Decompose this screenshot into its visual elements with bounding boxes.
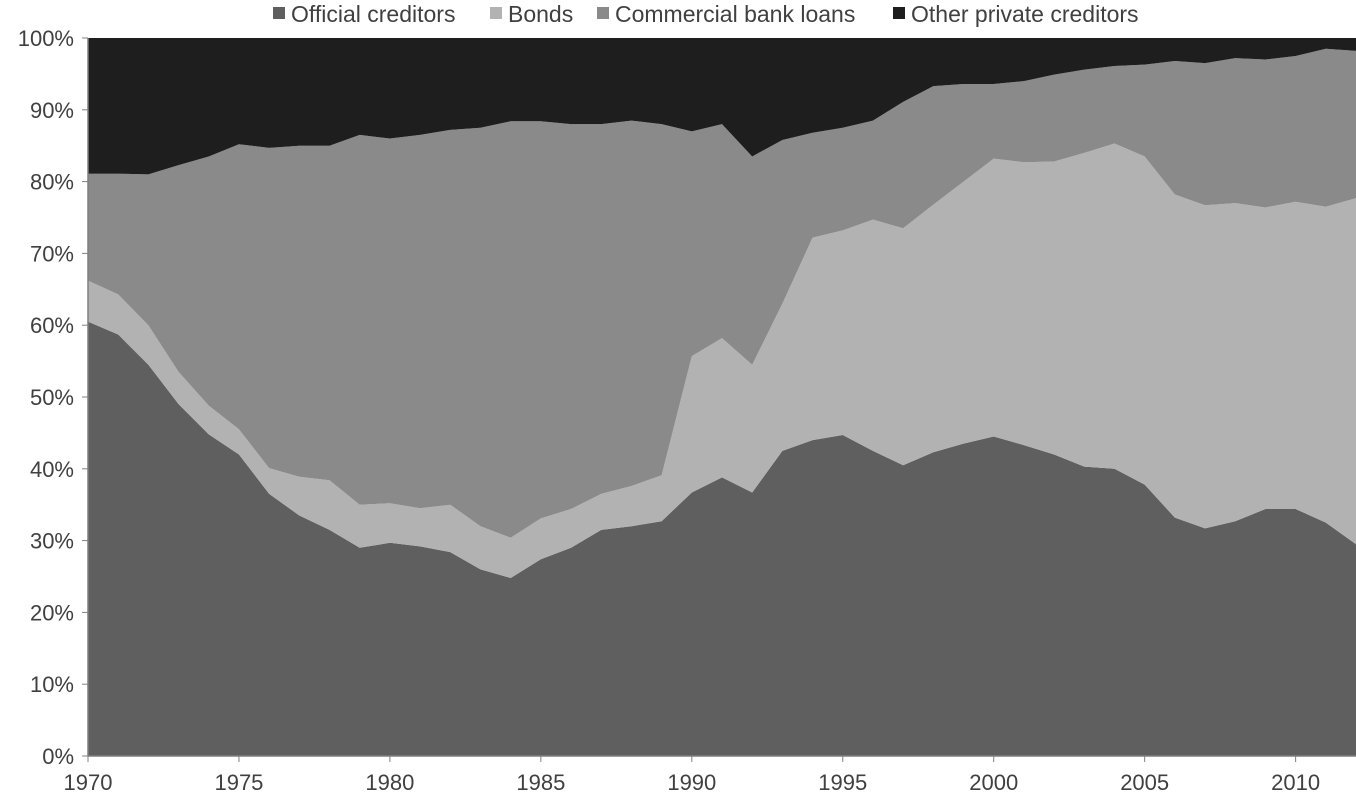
- y-tick-label: 40%: [30, 457, 74, 482]
- area-series-commercial-bank-loans: [88, 48, 1356, 538]
- legend-swatch: [597, 7, 609, 19]
- area-series-official-creditors: [88, 321, 1356, 756]
- x-tick-label: 1980: [365, 770, 414, 795]
- x-tick-label: 2010: [1271, 770, 1320, 795]
- legend-label: Other private creditors: [911, 1, 1139, 27]
- x-tick-label: 2000: [969, 770, 1018, 795]
- y-tick-label: 30%: [30, 529, 74, 554]
- legend-item-official-creditors: Official creditors: [273, 1, 455, 27]
- y-tick-label: 0%: [42, 744, 74, 769]
- x-tick-label: 1970: [64, 770, 113, 795]
- legend-item-bonds: Bonds: [490, 1, 573, 27]
- y-tick-label: 50%: [30, 385, 74, 410]
- x-tick-label: 1995: [818, 770, 867, 795]
- area-series-bonds: [88, 143, 1356, 578]
- y-tick-label: 70%: [30, 241, 74, 266]
- x-tick-label: 1975: [214, 770, 263, 795]
- y-tick-label: 10%: [30, 672, 74, 697]
- legend-swatch: [893, 7, 905, 19]
- legend: Official creditors Bonds Commercial bank l…: [273, 1, 1139, 27]
- y-tick-label: 100%: [18, 26, 74, 51]
- legend-item-other-private-creditors: Other private creditors: [893, 1, 1139, 27]
- y-tick-label: 20%: [30, 600, 74, 625]
- areas-group: [88, 38, 1356, 756]
- y-tick-label: 60%: [30, 313, 74, 338]
- x-tick-label: 2005: [1120, 770, 1169, 795]
- x-tick-label: 1990: [667, 770, 716, 795]
- x-tick-label: 1985: [516, 770, 565, 795]
- y-tick-label: 90%: [30, 98, 74, 123]
- legend-label: Commercial bank loans: [615, 1, 855, 27]
- area-series-other-private-creditors: [88, 38, 1356, 175]
- legend-label: Bonds: [508, 1, 573, 27]
- legend-swatch: [273, 7, 285, 19]
- legend-label: Official creditors: [291, 1, 455, 27]
- legend-item-commercial-bank-loans: Commercial bank loans: [597, 1, 855, 27]
- legend-swatch: [490, 7, 502, 19]
- axes-group: 0% 10% 20% 30% 40% 50% 60% 70% 80% 90% 100% 1970 197…: [18, 26, 1356, 795]
- y-tick-label: 80%: [30, 170, 74, 195]
